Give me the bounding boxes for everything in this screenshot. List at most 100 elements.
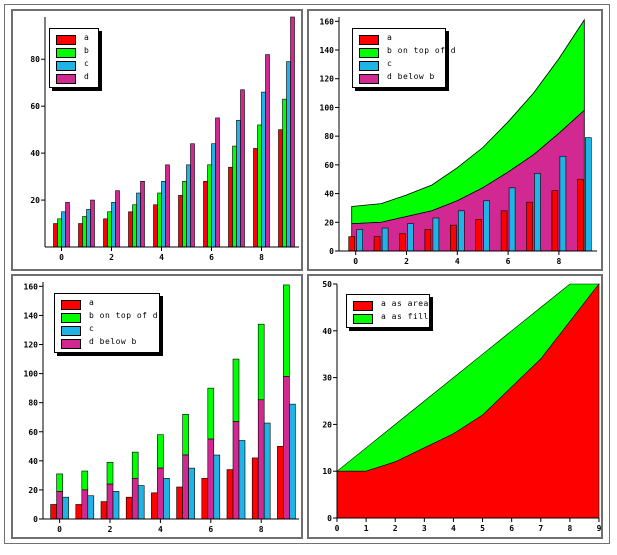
- bar-a: [201, 477, 209, 520]
- legend-swatch: [56, 35, 76, 45]
- bar-d: [115, 190, 120, 248]
- bar-c: [211, 143, 216, 248]
- bar-c: [238, 440, 246, 520]
- chart-legend: a as area a as fill: [346, 294, 430, 328]
- bar-b: [232, 145, 237, 248]
- bar-c: [213, 454, 221, 520]
- bar-c: [136, 192, 141, 248]
- bar-c: [534, 173, 541, 252]
- legend-label: a: [84, 33, 90, 42]
- legend-label: b: [84, 46, 90, 55]
- legend-swatch: [359, 48, 379, 58]
- x-tick-label: 3: [422, 524, 427, 533]
- legend-swatch: [61, 326, 81, 336]
- bar-b on top of d: [157, 434, 164, 469]
- bar-d below b: [207, 438, 215, 520]
- legend-label: c: [89, 324, 95, 333]
- legend-swatch: [61, 339, 81, 349]
- y-tick-label: 20: [30, 196, 40, 205]
- bar-b on top of d: [283, 284, 290, 377]
- bar-a: [500, 210, 508, 252]
- legend-label: b on top of d: [89, 311, 159, 320]
- bar-d below b: [232, 421, 240, 520]
- legend-label: a: [89, 298, 95, 307]
- bar-a: [251, 457, 259, 520]
- y-tick-label: 140: [320, 46, 335, 55]
- bar-c: [61, 211, 66, 248]
- y-tick-label: 140: [24, 311, 39, 320]
- bar-d: [290, 16, 295, 248]
- y-tick-label: 60: [324, 161, 334, 170]
- y-tick-label: 40: [322, 327, 332, 336]
- bar-d: [265, 54, 270, 248]
- y-tick-label: 20: [324, 218, 334, 227]
- bar-a: [475, 219, 482, 252]
- x-tick-label: 2: [393, 524, 398, 533]
- y-tick-label: 120: [320, 75, 335, 84]
- y-tick-label: 80: [324, 132, 334, 141]
- x-tick-label: 8: [567, 524, 572, 533]
- bar-c: [286, 61, 291, 248]
- bar-c: [261, 91, 266, 248]
- bar-a: [253, 148, 258, 248]
- x-tick-label: 5: [480, 524, 485, 533]
- chart-legend: a b c d: [49, 28, 99, 88]
- x-tick-label: 4: [455, 257, 460, 266]
- bar-d below b: [56, 491, 63, 520]
- bar-c: [263, 422, 271, 520]
- x-tick-label: 0: [59, 253, 64, 262]
- legend-swatch: [61, 300, 81, 310]
- bar-d: [140, 180, 145, 248]
- figure-frame: [4, 4, 610, 544]
- y-tick-label: 40: [28, 457, 38, 466]
- x-tick-label: 4: [451, 524, 456, 533]
- bar-a: [450, 224, 457, 252]
- bar-c: [584, 137, 592, 252]
- bar-d: [90, 199, 95, 248]
- y-tick-label: 100: [320, 103, 335, 112]
- y-tick-label: 20: [322, 420, 332, 429]
- y-tick-label: 0: [327, 514, 332, 523]
- bar-a: [526, 201, 533, 252]
- x-tick-label: 6: [209, 253, 214, 262]
- area-d below b: [351, 109, 585, 252]
- bar-b: [207, 164, 212, 248]
- bar-a: [203, 180, 208, 248]
- legend-label: c: [84, 59, 90, 68]
- bar-d below b: [283, 376, 290, 520]
- legend-swatch: [353, 314, 373, 324]
- bar-c: [407, 223, 414, 252]
- bar-a: [103, 218, 108, 248]
- bar-a: [226, 469, 234, 520]
- bar-b: [82, 216, 87, 248]
- bar-c: [62, 496, 69, 520]
- bar-a: [228, 166, 233, 248]
- chart-panel-stacked-area: 0 2 4 6 8 0 20 40 60 80 100 120 140 160 a b on top of…: [307, 9, 603, 271]
- bar-c: [356, 229, 364, 252]
- bar-c: [87, 495, 95, 520]
- y-tick-label: 60: [30, 102, 40, 111]
- bar-b: [132, 204, 137, 248]
- bar-c: [289, 403, 296, 520]
- chart-panel-stacked-bars: 0 2 4 6 8 0 20 40 60 80 100 120 140 160 a b on top of…: [11, 274, 303, 539]
- bar-a: [278, 129, 283, 248]
- bar-d below b: [81, 489, 89, 520]
- bar-b on top of d: [182, 414, 189, 456]
- y-tick-label: 50: [322, 280, 332, 289]
- x-tick-label: 7: [538, 524, 543, 533]
- legend-label: a as fill: [381, 312, 429, 321]
- bar-c: [483, 200, 490, 252]
- legend-swatch: [61, 313, 81, 323]
- x-tick-label: 2: [108, 525, 113, 534]
- bar-c: [161, 180, 166, 248]
- chart-grouped-bars-plot: 0 2 4 6 8 20 40 60 80: [30, 16, 299, 262]
- bar-c: [188, 467, 195, 520]
- bar-a: [348, 236, 356, 252]
- chart-legend: a b on top of d c d below b: [352, 28, 456, 88]
- chart-panel-area-fill: 0 1 2 3 4 5 6 7 8 9 0 10 20 30 40 50 a as area a as fil…: [307, 274, 603, 539]
- x-tick-label: 9: [597, 524, 602, 533]
- bar-b: [182, 180, 187, 248]
- bar-d: [65, 202, 70, 248]
- x-tick-label: 4: [159, 253, 164, 262]
